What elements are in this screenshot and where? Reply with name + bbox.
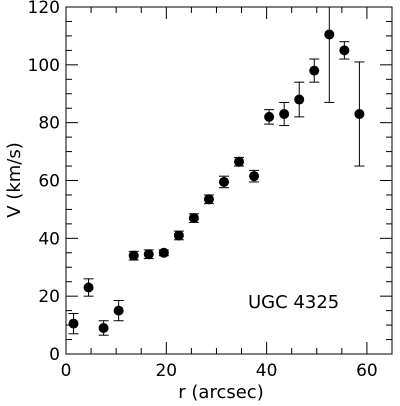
y-tick-label: 80 bbox=[38, 114, 60, 134]
x-tick-label: 20 bbox=[155, 361, 177, 381]
data-point bbox=[218, 176, 229, 187]
x-axis-title: r (arcsec) bbox=[178, 382, 263, 403]
y-tick-label: 0 bbox=[49, 345, 60, 365]
data-point bbox=[234, 156, 245, 167]
galaxy-annotation: UGC 4325 bbox=[248, 292, 339, 313]
data-point bbox=[143, 249, 154, 260]
data-point bbox=[158, 247, 169, 258]
data-point bbox=[324, 29, 335, 40]
x-tick-label: 40 bbox=[256, 361, 278, 381]
y-tick-label: 40 bbox=[38, 229, 60, 249]
data-point bbox=[339, 45, 350, 56]
data-point bbox=[309, 65, 320, 76]
data-point bbox=[128, 250, 139, 261]
y-tick-label: 20 bbox=[38, 287, 60, 307]
data-point bbox=[188, 213, 199, 224]
data-point bbox=[354, 108, 365, 119]
x-tick-label: 0 bbox=[61, 361, 72, 381]
data-point bbox=[68, 318, 79, 329]
data-point bbox=[249, 171, 260, 182]
data-point bbox=[203, 194, 214, 205]
data-point bbox=[294, 94, 305, 105]
y-tick-label: 60 bbox=[38, 172, 60, 192]
y-tick-label: 100 bbox=[28, 56, 60, 76]
data-point bbox=[98, 322, 109, 333]
data-point bbox=[173, 230, 184, 241]
data-point bbox=[113, 305, 124, 316]
data-point bbox=[264, 111, 275, 122]
x-tick-label: 60 bbox=[356, 361, 378, 381]
y-axis-title: V (km/s) bbox=[4, 142, 25, 217]
plot-area: 0 20 40 60 0 20 40 60 80 100 120 bbox=[28, 0, 393, 381]
data-point bbox=[279, 108, 290, 119]
y-tick-label: 120 bbox=[28, 0, 60, 18]
data-point bbox=[83, 282, 94, 293]
